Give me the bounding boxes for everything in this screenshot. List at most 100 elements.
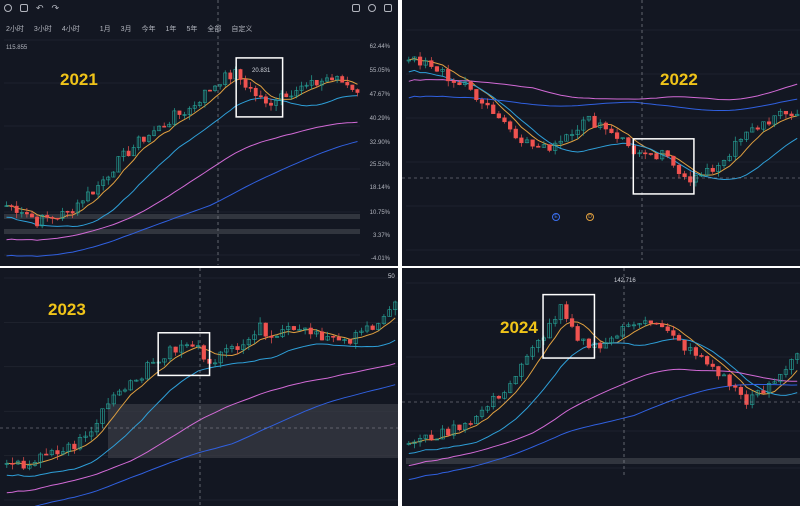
interval-1m[interactable]: 1月 xyxy=(99,26,111,33)
candle xyxy=(761,121,766,130)
candle xyxy=(564,304,569,319)
candle xyxy=(733,385,738,388)
interval-custom[interactable]: 自定义 xyxy=(231,26,253,33)
candle xyxy=(682,173,687,177)
interval-2h[interactable]: 2小时 xyxy=(6,26,24,33)
redo-icon[interactable]: ↷ xyxy=(51,3,60,13)
interval-4h[interactable]: 4小时 xyxy=(61,26,80,33)
ma-line-ma-slow xyxy=(408,368,798,467)
candle xyxy=(258,95,263,98)
candle xyxy=(14,205,19,213)
candle xyxy=(60,211,65,219)
ma-line-ma-mid xyxy=(6,95,358,228)
ma-line-ma-long xyxy=(408,383,798,481)
candle xyxy=(558,140,563,144)
candle xyxy=(228,72,233,80)
y-tick: 62.44% xyxy=(369,44,390,50)
candle xyxy=(643,320,648,324)
candle xyxy=(184,344,190,347)
candle xyxy=(353,332,358,344)
candle xyxy=(547,144,552,151)
candle xyxy=(364,325,370,332)
trash-icon[interactable] xyxy=(20,4,28,12)
peak-label: 142.716 xyxy=(614,278,636,284)
candle xyxy=(417,56,423,66)
candle xyxy=(457,424,462,431)
candle xyxy=(592,115,597,128)
candle xyxy=(286,326,291,330)
candle xyxy=(65,211,70,213)
candle xyxy=(699,355,704,357)
candle xyxy=(89,431,94,437)
interval-5y[interactable]: 5年 xyxy=(186,26,198,33)
candle xyxy=(671,330,676,336)
candle xyxy=(101,179,106,186)
candle xyxy=(49,450,54,455)
candle xyxy=(648,320,653,324)
candle xyxy=(233,69,238,80)
interval-all[interactable]: 全部 xyxy=(207,26,222,33)
y-tick: 32.90% xyxy=(369,140,390,146)
candle xyxy=(224,348,229,353)
candle xyxy=(772,115,777,125)
candle xyxy=(229,346,235,349)
candle xyxy=(72,443,77,450)
candle xyxy=(513,376,518,385)
candle xyxy=(626,137,631,147)
candle xyxy=(541,337,547,341)
eye-icon[interactable] xyxy=(4,4,12,12)
y-tick: 55.05% xyxy=(369,68,390,74)
candle xyxy=(393,301,398,310)
candle xyxy=(77,437,83,450)
candle xyxy=(620,326,625,337)
candle xyxy=(581,119,586,131)
candle xyxy=(508,383,513,393)
candle xyxy=(21,460,26,469)
candle xyxy=(721,160,727,166)
interval-3m[interactable]: 3月 xyxy=(120,26,132,33)
candle xyxy=(710,363,715,367)
candle xyxy=(614,335,620,339)
candle xyxy=(440,69,445,72)
candle xyxy=(167,123,172,128)
candle xyxy=(9,205,14,207)
gear-icon[interactable] xyxy=(368,4,376,12)
fullscreen-icon[interactable] xyxy=(384,4,392,12)
interval-ytd[interactable]: 今年 xyxy=(141,26,156,33)
candle xyxy=(70,211,75,214)
candle xyxy=(451,424,456,436)
candle xyxy=(173,346,178,353)
candle xyxy=(434,66,440,72)
candle xyxy=(564,134,569,142)
candle xyxy=(60,451,66,455)
camera-icon[interactable] xyxy=(352,4,360,12)
ma-line-ma-fast xyxy=(6,317,396,465)
candle xyxy=(55,217,60,220)
candle xyxy=(350,84,355,90)
candle xyxy=(314,331,319,335)
candle xyxy=(524,355,530,365)
interval-3h[interactable]: 3小时 xyxy=(33,26,52,33)
interval-1y[interactable]: 1年 xyxy=(165,26,177,33)
candle xyxy=(485,406,490,411)
candle xyxy=(406,59,411,62)
candle xyxy=(513,128,518,139)
candle xyxy=(598,342,603,349)
candle xyxy=(620,137,625,139)
candle xyxy=(131,147,136,157)
candle xyxy=(117,390,122,396)
candle xyxy=(331,335,336,338)
candle xyxy=(91,191,95,195)
ma-line-ma-long xyxy=(6,141,358,257)
candle xyxy=(479,99,485,104)
candle xyxy=(100,408,105,424)
candle xyxy=(519,137,524,144)
shaded-band xyxy=(4,229,360,234)
year-label: 2021 xyxy=(60,70,98,89)
undo-icon[interactable]: ↶ xyxy=(36,3,44,13)
candle xyxy=(330,77,334,81)
candle xyxy=(348,339,353,344)
candle xyxy=(40,215,45,227)
candle xyxy=(536,339,541,348)
marker-d: D xyxy=(586,213,594,221)
